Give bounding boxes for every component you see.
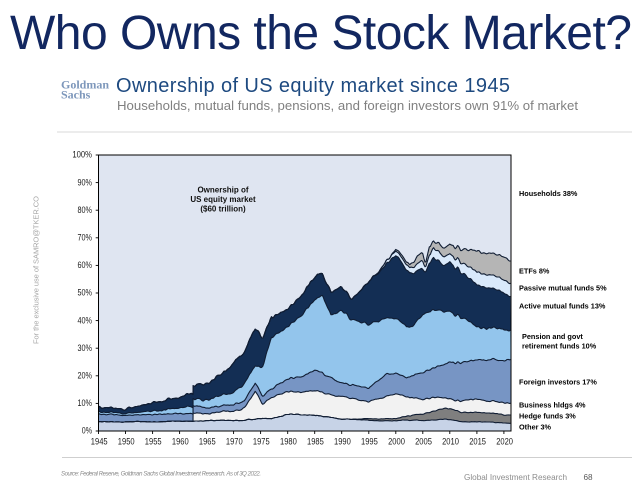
svg-text:2015: 2015: [469, 436, 486, 446]
svg-text:Goldman: Goldman: [61, 78, 109, 92]
svg-text:US equity market: US equity market: [190, 195, 256, 204]
svg-text:1980: 1980: [280, 436, 297, 446]
svg-text:Households 38%: Households 38%: [519, 189, 578, 198]
svg-text:10%: 10%: [78, 398, 93, 408]
svg-text:1995: 1995: [361, 436, 378, 446]
svg-text:1960: 1960: [172, 436, 189, 446]
svg-text:1970: 1970: [226, 436, 243, 446]
svg-text:($60 trillion): ($60 trillion): [200, 205, 246, 214]
svg-text:1950: 1950: [118, 436, 135, 446]
svg-text:Active mutual funds 13%: Active mutual funds 13%: [519, 302, 606, 311]
svg-text:Ownership of: Ownership of: [197, 186, 248, 195]
svg-text:Global Investment Research: Global Investment Research: [464, 473, 567, 482]
svg-text:30%: 30%: [78, 343, 93, 353]
svg-text:0%: 0%: [82, 426, 92, 436]
svg-text:Hedge funds 3%: Hedge funds 3%: [519, 412, 576, 421]
svg-text:retirement funds 10%: retirement funds 10%: [522, 342, 597, 351]
svg-text:Business hldgs 4%: Business hldgs 4%: [519, 401, 586, 410]
svg-text:2005: 2005: [415, 436, 432, 446]
svg-text:2000: 2000: [388, 436, 405, 446]
svg-text:2010: 2010: [442, 436, 459, 446]
svg-text:80%: 80%: [78, 205, 93, 215]
svg-text:Households, mutual funds, pens: Households, mutual funds, pensions, and …: [117, 98, 578, 113]
svg-text:ETFs 8%: ETFs 8%: [519, 267, 550, 276]
svg-text:1965: 1965: [199, 436, 216, 446]
svg-text:Other 3%: Other 3%: [519, 423, 552, 432]
svg-text:40%: 40%: [78, 315, 93, 325]
svg-text:1985: 1985: [307, 436, 324, 446]
svg-text:70%: 70%: [78, 233, 93, 243]
svg-text:90%: 90%: [78, 177, 93, 187]
svg-text:Sachs: Sachs: [61, 88, 91, 102]
svg-text:1975: 1975: [253, 436, 270, 446]
svg-text:Ownership of US equity market: Ownership of US equity market since 1945: [116, 75, 510, 97]
svg-text:20%: 20%: [78, 371, 93, 381]
svg-text:For the exclusive use of SAMRO: For the exclusive use of SAMRO@TKER.CO: [32, 196, 41, 344]
svg-text:Passive mutual funds 5%: Passive mutual funds 5%: [519, 284, 607, 293]
svg-text:Who Owns the Stock Market?: Who Owns the Stock Market?: [10, 7, 632, 60]
svg-text:1945: 1945: [91, 436, 108, 446]
svg-text:Foreign investors 17%: Foreign investors 17%: [519, 378, 597, 387]
svg-text:60%: 60%: [78, 260, 93, 270]
svg-text:1955: 1955: [145, 436, 162, 446]
svg-text:1990: 1990: [334, 436, 351, 446]
svg-text:Source: Federal Reserve, Goldm: Source: Federal Reserve, Goldman Sachs G…: [61, 472, 261, 478]
svg-text:Pension and govt: Pension and govt: [522, 332, 583, 341]
svg-text:68: 68: [584, 473, 594, 482]
svg-text:50%: 50%: [78, 288, 93, 298]
svg-text:2020: 2020: [496, 436, 513, 446]
svg-text:100%: 100%: [72, 150, 92, 160]
